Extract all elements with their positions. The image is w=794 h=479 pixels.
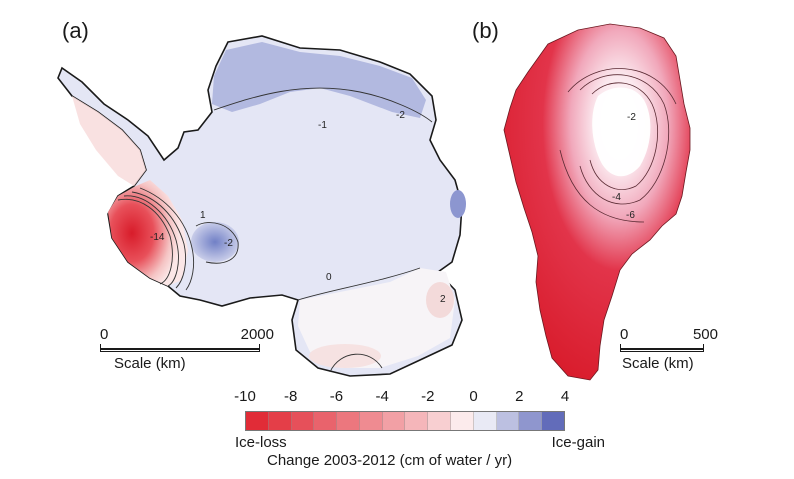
peninsula-tip-loss	[72, 96, 146, 186]
colorbar-segment	[382, 412, 406, 430]
contour-label-b-3: -6	[626, 210, 635, 221]
contour-label-b-1: -2	[627, 112, 636, 123]
colorbar-segment	[542, 412, 564, 430]
scale-a-min: 0	[100, 326, 109, 343]
colorbar-title: Change 2003-2012 (cm of water / yr)	[267, 452, 513, 469]
antarctica-contours	[117, 87, 433, 373]
contour-label-a-7: 2	[440, 294, 446, 305]
contour-label-a-5: -2	[224, 238, 233, 249]
scale-b-bar-lower	[620, 349, 704, 352]
scale-a-bar-lower	[100, 349, 260, 352]
colorbar-legend: -10 -8 -6 -4 -2 0 2 4 Ice-loss Ice-gain Change …	[234, 388, 605, 478]
colorbar-tick-label: -10	[234, 388, 256, 405]
contour-label-a-1: -1	[318, 120, 327, 131]
ice-loss-zone-south	[309, 344, 381, 368]
colorbar-segment	[496, 412, 520, 430]
panel-label-b: (b)	[472, 18, 499, 43]
ice-loss-zone-coast	[426, 282, 454, 318]
scale-b-min: 0	[620, 326, 629, 343]
scale-bar-antarctica: 0 2000 Scale (km)	[100, 326, 274, 372]
colorbar-tick-label: -6	[329, 388, 344, 405]
colorbar-segment	[359, 412, 383, 430]
contour-label-a-4: -14	[150, 232, 165, 243]
colorbar-end-left: Ice-loss	[235, 434, 287, 451]
colorbar-tick-label: 2	[515, 388, 524, 405]
colorbar-end-right: Ice-gain	[551, 434, 605, 451]
scale-a-caption: Scale (km)	[114, 355, 186, 372]
panel-label-a: (a)	[62, 18, 89, 43]
colorbar-tick-label: 0	[469, 388, 478, 405]
colorbar-tick-label: -2	[421, 388, 435, 405]
colorbar-segment	[428, 412, 452, 430]
scale-a-bar	[100, 344, 260, 349]
colorbar-segment	[246, 412, 269, 430]
ice-gain-zone-east	[212, 42, 426, 118]
colorbar-tick-label: -8	[284, 388, 298, 405]
neutral-zone	[298, 268, 455, 368]
scale-b-bar	[620, 344, 704, 349]
contour-label-a-2: -2	[396, 110, 405, 121]
greenland-interior-neutral	[592, 87, 651, 177]
scale-b-max: 500	[692, 326, 718, 343]
colorbar-segment	[405, 412, 429, 430]
colorbar-segment	[451, 412, 474, 430]
colorbar-segment	[314, 412, 338, 430]
greenland-map: -2 -4 -6	[503, 23, 691, 381]
colorbar-tick-label: -4	[375, 388, 389, 405]
contour-label-a-6: 0	[326, 272, 332, 283]
colorbar	[245, 411, 565, 431]
ice-gain-zone-center	[191, 222, 239, 262]
colorbar-segment	[473, 412, 497, 430]
antarctica-map: -1 -2 1 -14 -2 0 2	[57, 35, 466, 377]
ice-loss-zone-peninsula	[108, 180, 188, 286]
colorbar-tick-label: 4	[560, 388, 570, 405]
colorbar-segment	[291, 412, 315, 430]
ice-gain-zone-right	[450, 190, 466, 218]
contour-label-a-3: 1	[200, 210, 206, 221]
greenland-contours	[559, 68, 677, 223]
colorbar-segment	[268, 412, 292, 430]
colorbar-segment	[337, 412, 360, 430]
scale-a-max: 2000	[240, 326, 274, 343]
scale-b-caption: Scale (km)	[622, 355, 694, 372]
colorbar-segment	[519, 412, 543, 430]
contour-label-b-2: -4	[612, 192, 621, 203]
scale-bar-greenland: 0 500 Scale (km)	[620, 326, 718, 372]
